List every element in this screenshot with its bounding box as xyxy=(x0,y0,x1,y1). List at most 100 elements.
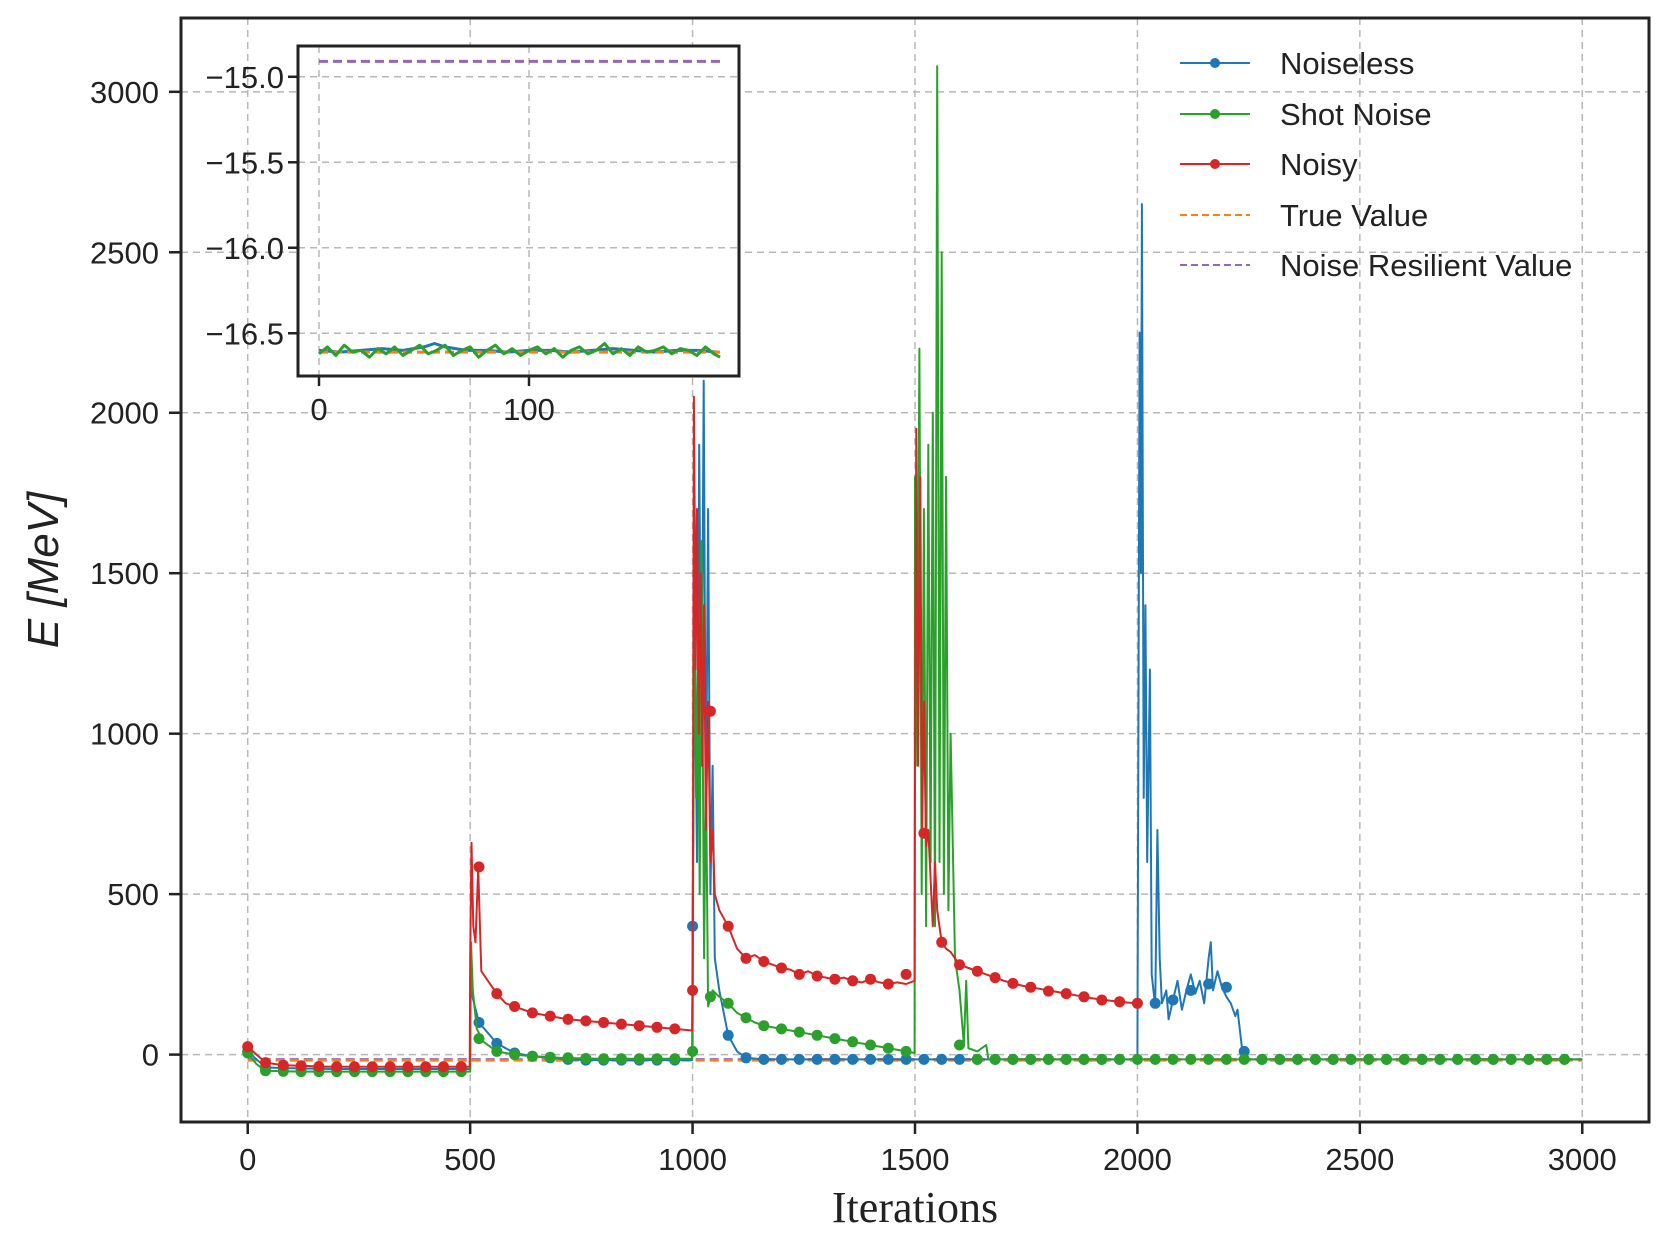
series-marker-shot-noise xyxy=(882,1042,894,1054)
series-marker-shot-noise xyxy=(1381,1053,1392,1065)
series-marker-shot-noise xyxy=(971,1053,983,1065)
series-marker-shot-noise xyxy=(1505,1053,1517,1065)
series-marker-noisy xyxy=(402,1061,414,1073)
series-marker-shot-noise xyxy=(704,991,716,1003)
series-marker-shot-noise xyxy=(687,1045,699,1057)
series-marker-shot-noise xyxy=(1131,1053,1143,1065)
series-marker-noiseless xyxy=(865,1053,876,1065)
legend-marker-shot-noise xyxy=(1210,109,1220,119)
inset-grid xyxy=(298,46,739,376)
x-tick-label: 2000 xyxy=(1103,1142,1172,1177)
series-marker-noisy xyxy=(1060,988,1072,1000)
series-marker-noisy xyxy=(384,1061,396,1073)
series-marker-noisy xyxy=(740,952,752,964)
series-marker-shot-noise xyxy=(776,1023,787,1035)
series-marker-noiseless xyxy=(1238,1045,1250,1057)
series-marker-noisy xyxy=(455,1061,467,1073)
series-marker-noisy xyxy=(242,1041,254,1053)
series-marker-noiseless xyxy=(829,1053,841,1065)
main-series-group xyxy=(242,65,1583,1078)
legend-marker-noiseless xyxy=(1210,58,1220,68)
series-marker-noisy xyxy=(491,988,503,1000)
series-marker-noiseless xyxy=(847,1053,859,1065)
series-marker-noisy xyxy=(829,973,841,985)
inset-background xyxy=(298,46,739,376)
series-marker-shot-noise xyxy=(1416,1053,1428,1065)
series-marker-shot-noise xyxy=(651,1053,663,1065)
legend-label-noiseless: Noiseless xyxy=(1280,46,1414,81)
series-marker-shot-noise xyxy=(722,997,734,1009)
series-marker-shot-noise xyxy=(1149,1053,1161,1065)
series-marker-noiseless xyxy=(811,1053,823,1065)
series-marker-shot-noise xyxy=(758,1020,770,1032)
series-marker-shot-noise xyxy=(1256,1053,1268,1065)
series-marker-shot-noise xyxy=(1523,1053,1535,1065)
series-marker-shot-noise xyxy=(1078,1053,1090,1065)
x-tick-label: 2500 xyxy=(1325,1142,1394,1177)
series-marker-noisy xyxy=(651,1021,663,1033)
series-marker-shot-noise xyxy=(1060,1053,1072,1065)
inset-series-line-shot-noise xyxy=(318,342,721,359)
series-marker-shot-noise xyxy=(1203,1053,1215,1065)
series-marker-noiseless xyxy=(793,1053,805,1065)
series-marker-noisy xyxy=(366,1061,378,1073)
series-marker-noisy xyxy=(936,936,948,948)
series-marker-noisy xyxy=(580,1015,592,1027)
x-tick-label: 500 xyxy=(444,1142,496,1177)
series-marker-noisy xyxy=(598,1017,610,1028)
series-marker-shot-noise xyxy=(526,1050,538,1062)
series-marker-noisy xyxy=(1078,991,1090,1003)
series-marker-noisy xyxy=(847,975,859,987)
series-marker-shot-noise xyxy=(793,1026,805,1038)
series-marker-shot-noise xyxy=(1452,1053,1464,1065)
series-marker-noisy xyxy=(1025,981,1037,993)
series-marker-noisy xyxy=(260,1057,271,1069)
y-tick-label: 3000 xyxy=(90,75,159,110)
series-marker-noiseless xyxy=(918,1053,930,1065)
series-marker-noisy xyxy=(989,972,1001,984)
series-marker-noiseless xyxy=(1149,997,1161,1009)
series-marker-shot-noise xyxy=(740,1012,752,1024)
series-marker-noisy xyxy=(509,1001,521,1012)
series-marker-shot-noise xyxy=(1541,1053,1553,1065)
inset-y-tick-label: −15.5 xyxy=(206,145,284,180)
series-marker-noisy xyxy=(669,1023,681,1035)
series-marker-shot-noise xyxy=(847,1036,859,1048)
series-marker-noisy xyxy=(544,1010,556,1022)
series-marker-noisy xyxy=(865,973,876,985)
series-marker-shot-noise xyxy=(1345,1053,1357,1065)
y-tick-label: 1000 xyxy=(90,717,159,752)
series-marker-noisy xyxy=(473,861,485,873)
legend-label-noisy: Noisy xyxy=(1280,147,1358,182)
legend-label-shot-noise: Shot Noise xyxy=(1280,97,1432,132)
series-marker-noiseless xyxy=(722,1029,734,1041)
series-marker-noisy xyxy=(918,827,930,839)
series-marker-noisy xyxy=(882,978,894,990)
series-marker-shot-noise xyxy=(811,1029,823,1041)
series-marker-noiseless xyxy=(900,1053,912,1065)
series-marker-shot-noise xyxy=(615,1053,627,1065)
series-marker-noisy xyxy=(1114,996,1126,1008)
legend-marker-noisy xyxy=(1210,159,1220,169)
series-marker-noisy xyxy=(722,920,734,932)
y-tick-label: 0 xyxy=(142,1038,159,1073)
series-marker-shot-noise xyxy=(954,1039,965,1051)
series-marker-noiseless xyxy=(1167,994,1179,1006)
series-marker-noisy xyxy=(954,959,965,971)
series-marker-noisy xyxy=(438,1061,449,1073)
inset-y-tick-label: −16.5 xyxy=(206,316,284,351)
series-marker-shot-noise xyxy=(1470,1053,1481,1065)
series-marker-noisy xyxy=(313,1061,325,1072)
inset-x-tick-label: 0 xyxy=(310,392,327,427)
inset-x-tick-label: 100 xyxy=(503,392,555,427)
series-marker-shot-noise xyxy=(989,1053,1001,1065)
series-marker-noisy xyxy=(295,1060,307,1072)
series-marker-noiseless xyxy=(936,1053,948,1065)
series-marker-shot-noise xyxy=(1274,1053,1286,1065)
series-marker-noisy xyxy=(971,965,983,977)
series-marker-shot-noise xyxy=(1043,1053,1054,1065)
series-marker-noisy xyxy=(811,970,823,982)
series-marker-shot-noise xyxy=(1238,1053,1250,1065)
series-marker-shot-noise xyxy=(1114,1053,1126,1065)
